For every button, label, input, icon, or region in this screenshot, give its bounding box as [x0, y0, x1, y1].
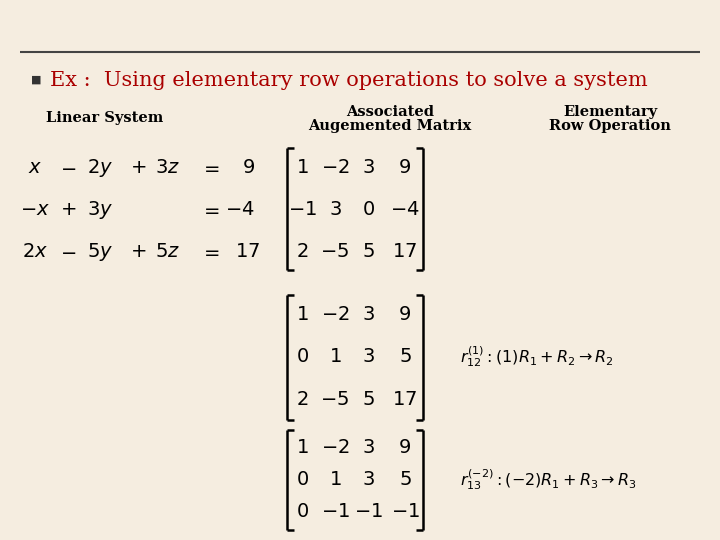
Text: Associated: Associated: [346, 105, 434, 119]
Text: $3$: $3$: [361, 471, 374, 489]
Text: $17$: $17$: [392, 243, 418, 261]
Text: $-5$: $-5$: [320, 391, 349, 409]
Text: $-1$: $-1$: [320, 503, 349, 521]
Text: $0$: $0$: [295, 471, 308, 489]
Text: $\blacksquare$: $\blacksquare$: [30, 73, 42, 86]
Text: $9$: $9$: [398, 159, 412, 177]
Text: $2$: $2$: [296, 391, 308, 409]
Text: $-5$: $-5$: [320, 243, 349, 261]
Text: $3$: $3$: [361, 159, 374, 177]
Text: $2x$: $2x$: [22, 243, 48, 261]
Text: Elementary: Elementary: [563, 105, 657, 119]
Text: $1$: $1$: [329, 348, 341, 366]
Text: $17$: $17$: [235, 243, 261, 261]
Text: $3$: $3$: [361, 306, 374, 324]
Text: $5y$: $5y$: [87, 241, 113, 263]
Text: $-4$: $-4$: [390, 201, 420, 219]
Text: $+$: $+$: [130, 243, 146, 261]
Text: $-2$: $-2$: [320, 306, 349, 324]
Text: $x$: $x$: [28, 159, 42, 177]
Text: Ex :  Using elementary row operations to solve a system: Ex : Using elementary row operations to …: [50, 71, 648, 90]
Text: $=$: $=$: [200, 243, 220, 261]
Text: $2$: $2$: [296, 243, 308, 261]
Text: $+$: $+$: [130, 159, 146, 177]
Text: $-$: $-$: [60, 159, 76, 177]
Text: $=$: $=$: [200, 159, 220, 177]
Text: $=$: $=$: [200, 201, 220, 219]
Text: $1$: $1$: [329, 471, 341, 489]
Text: $1$: $1$: [296, 306, 308, 324]
Text: Row Operation: Row Operation: [549, 119, 671, 133]
Text: Augemented Matrix: Augemented Matrix: [308, 119, 472, 133]
Text: $3$: $3$: [361, 348, 374, 366]
Text: $-1$: $-1$: [287, 201, 317, 219]
Text: $1$: $1$: [296, 159, 308, 177]
Text: $1$: $1$: [296, 439, 308, 457]
Text: $+$: $+$: [60, 201, 76, 219]
Text: $r_{12}^{(1)}:(1)R_1 + R_2 \rightarrow R_2$: $r_{12}^{(1)}:(1)R_1 + R_2 \rightarrow R…: [460, 345, 614, 369]
Text: $-4$: $-4$: [225, 201, 255, 219]
Text: $9$: $9$: [398, 306, 412, 324]
Text: $9$: $9$: [398, 439, 412, 457]
Text: $5$: $5$: [361, 391, 374, 409]
Text: $17$: $17$: [392, 391, 418, 409]
Text: $2y$: $2y$: [87, 157, 113, 179]
Text: $r_{13}^{(-2)}:(-2)R_1 + R_3 \rightarrow R_3$: $r_{13}^{(-2)}:(-2)R_1 + R_3 \rightarrow…: [460, 468, 636, 492]
Text: $5$: $5$: [361, 243, 374, 261]
Text: $-1$: $-1$: [390, 503, 420, 521]
Text: $5z$: $5z$: [156, 243, 181, 261]
Text: $3z$: $3z$: [156, 159, 181, 177]
Text: $0$: $0$: [361, 201, 374, 219]
Text: $9$: $9$: [241, 159, 254, 177]
Text: $5$: $5$: [399, 348, 411, 366]
Text: $-2$: $-2$: [320, 159, 349, 177]
Text: Linear System: Linear System: [46, 111, 163, 125]
Text: $-2$: $-2$: [320, 439, 349, 457]
Text: $5$: $5$: [399, 471, 411, 489]
Text: $-$: $-$: [60, 243, 76, 261]
Text: $3y$: $3y$: [87, 199, 113, 221]
Text: $-x$: $-x$: [20, 201, 50, 219]
Text: $0$: $0$: [295, 348, 308, 366]
Text: $0$: $0$: [295, 503, 308, 521]
Text: $-1$: $-1$: [354, 503, 382, 521]
Text: $3$: $3$: [328, 201, 341, 219]
Text: $3$: $3$: [361, 439, 374, 457]
